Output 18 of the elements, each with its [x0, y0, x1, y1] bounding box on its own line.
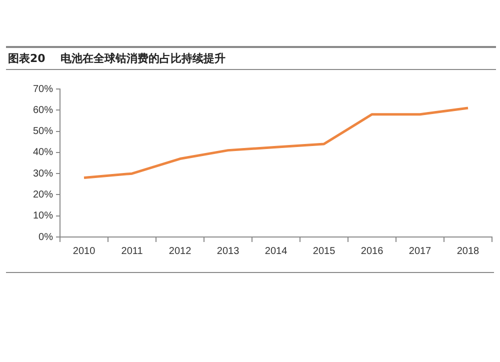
- chart-title: 图表20 电池在全球钴消费的占比持续提升: [6, 46, 496, 70]
- y-tick-label: 40%: [33, 147, 54, 158]
- y-tick-label: 0%: [38, 232, 54, 243]
- x-tick-label: 2010: [72, 246, 96, 257]
- y-tick-label: 70%: [33, 84, 54, 95]
- y-tick-label: 20%: [33, 189, 54, 200]
- x-tick-label: 2015: [312, 246, 336, 257]
- y-tick-label: 60%: [33, 104, 54, 116]
- x-tick-label: 2018: [456, 246, 480, 257]
- x-tick-label: 2013: [216, 246, 240, 257]
- x-tick-label: 2014: [264, 246, 288, 257]
- x-tick-label: 2012: [168, 246, 192, 257]
- y-tick-label: 50%: [33, 126, 54, 138]
- x-tick-label: 2017: [408, 246, 432, 257]
- y-tick-label: 30%: [33, 168, 54, 180]
- x-tick-label: 2016: [360, 246, 384, 257]
- y-tick-label: 10%: [33, 210, 54, 222]
- x-tick-label: 2011: [121, 246, 144, 257]
